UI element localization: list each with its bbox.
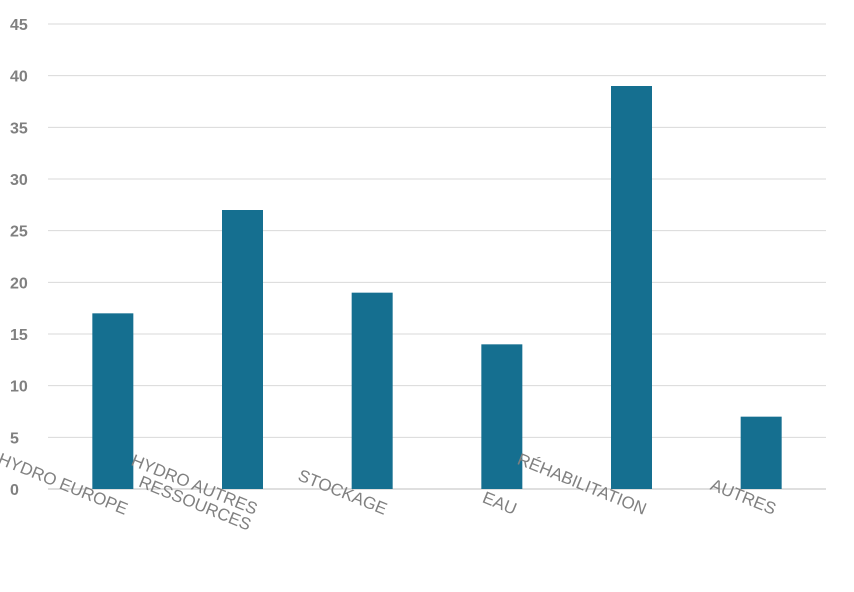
bar	[92, 313, 134, 489]
y-tick-label: 20	[10, 275, 28, 292]
y-tick-label: 10	[10, 379, 28, 396]
y-tick-label: 35	[10, 120, 28, 137]
y-axis-ticks: 0 5 10 15 20 25 30 35 40 45	[10, 17, 28, 499]
y-tick-label: 5	[10, 430, 19, 447]
bar	[740, 416, 782, 489]
bars	[92, 86, 782, 489]
y-tick-label: 25	[10, 224, 28, 241]
y-tick-label: 15	[10, 327, 28, 344]
gridlines	[48, 23, 826, 490]
bar	[611, 86, 652, 489]
bar	[222, 210, 263, 489]
y-tick-label: 0	[10, 482, 19, 499]
y-tick-label: 45	[10, 17, 28, 34]
x-tick-label: EAU	[480, 488, 520, 519]
y-tick-label: 40	[10, 69, 28, 86]
y-tick-label: 30	[10, 172, 28, 189]
x-tick-label-line: EAU	[480, 488, 520, 519]
bar	[351, 292, 393, 489]
bar	[481, 344, 523, 489]
